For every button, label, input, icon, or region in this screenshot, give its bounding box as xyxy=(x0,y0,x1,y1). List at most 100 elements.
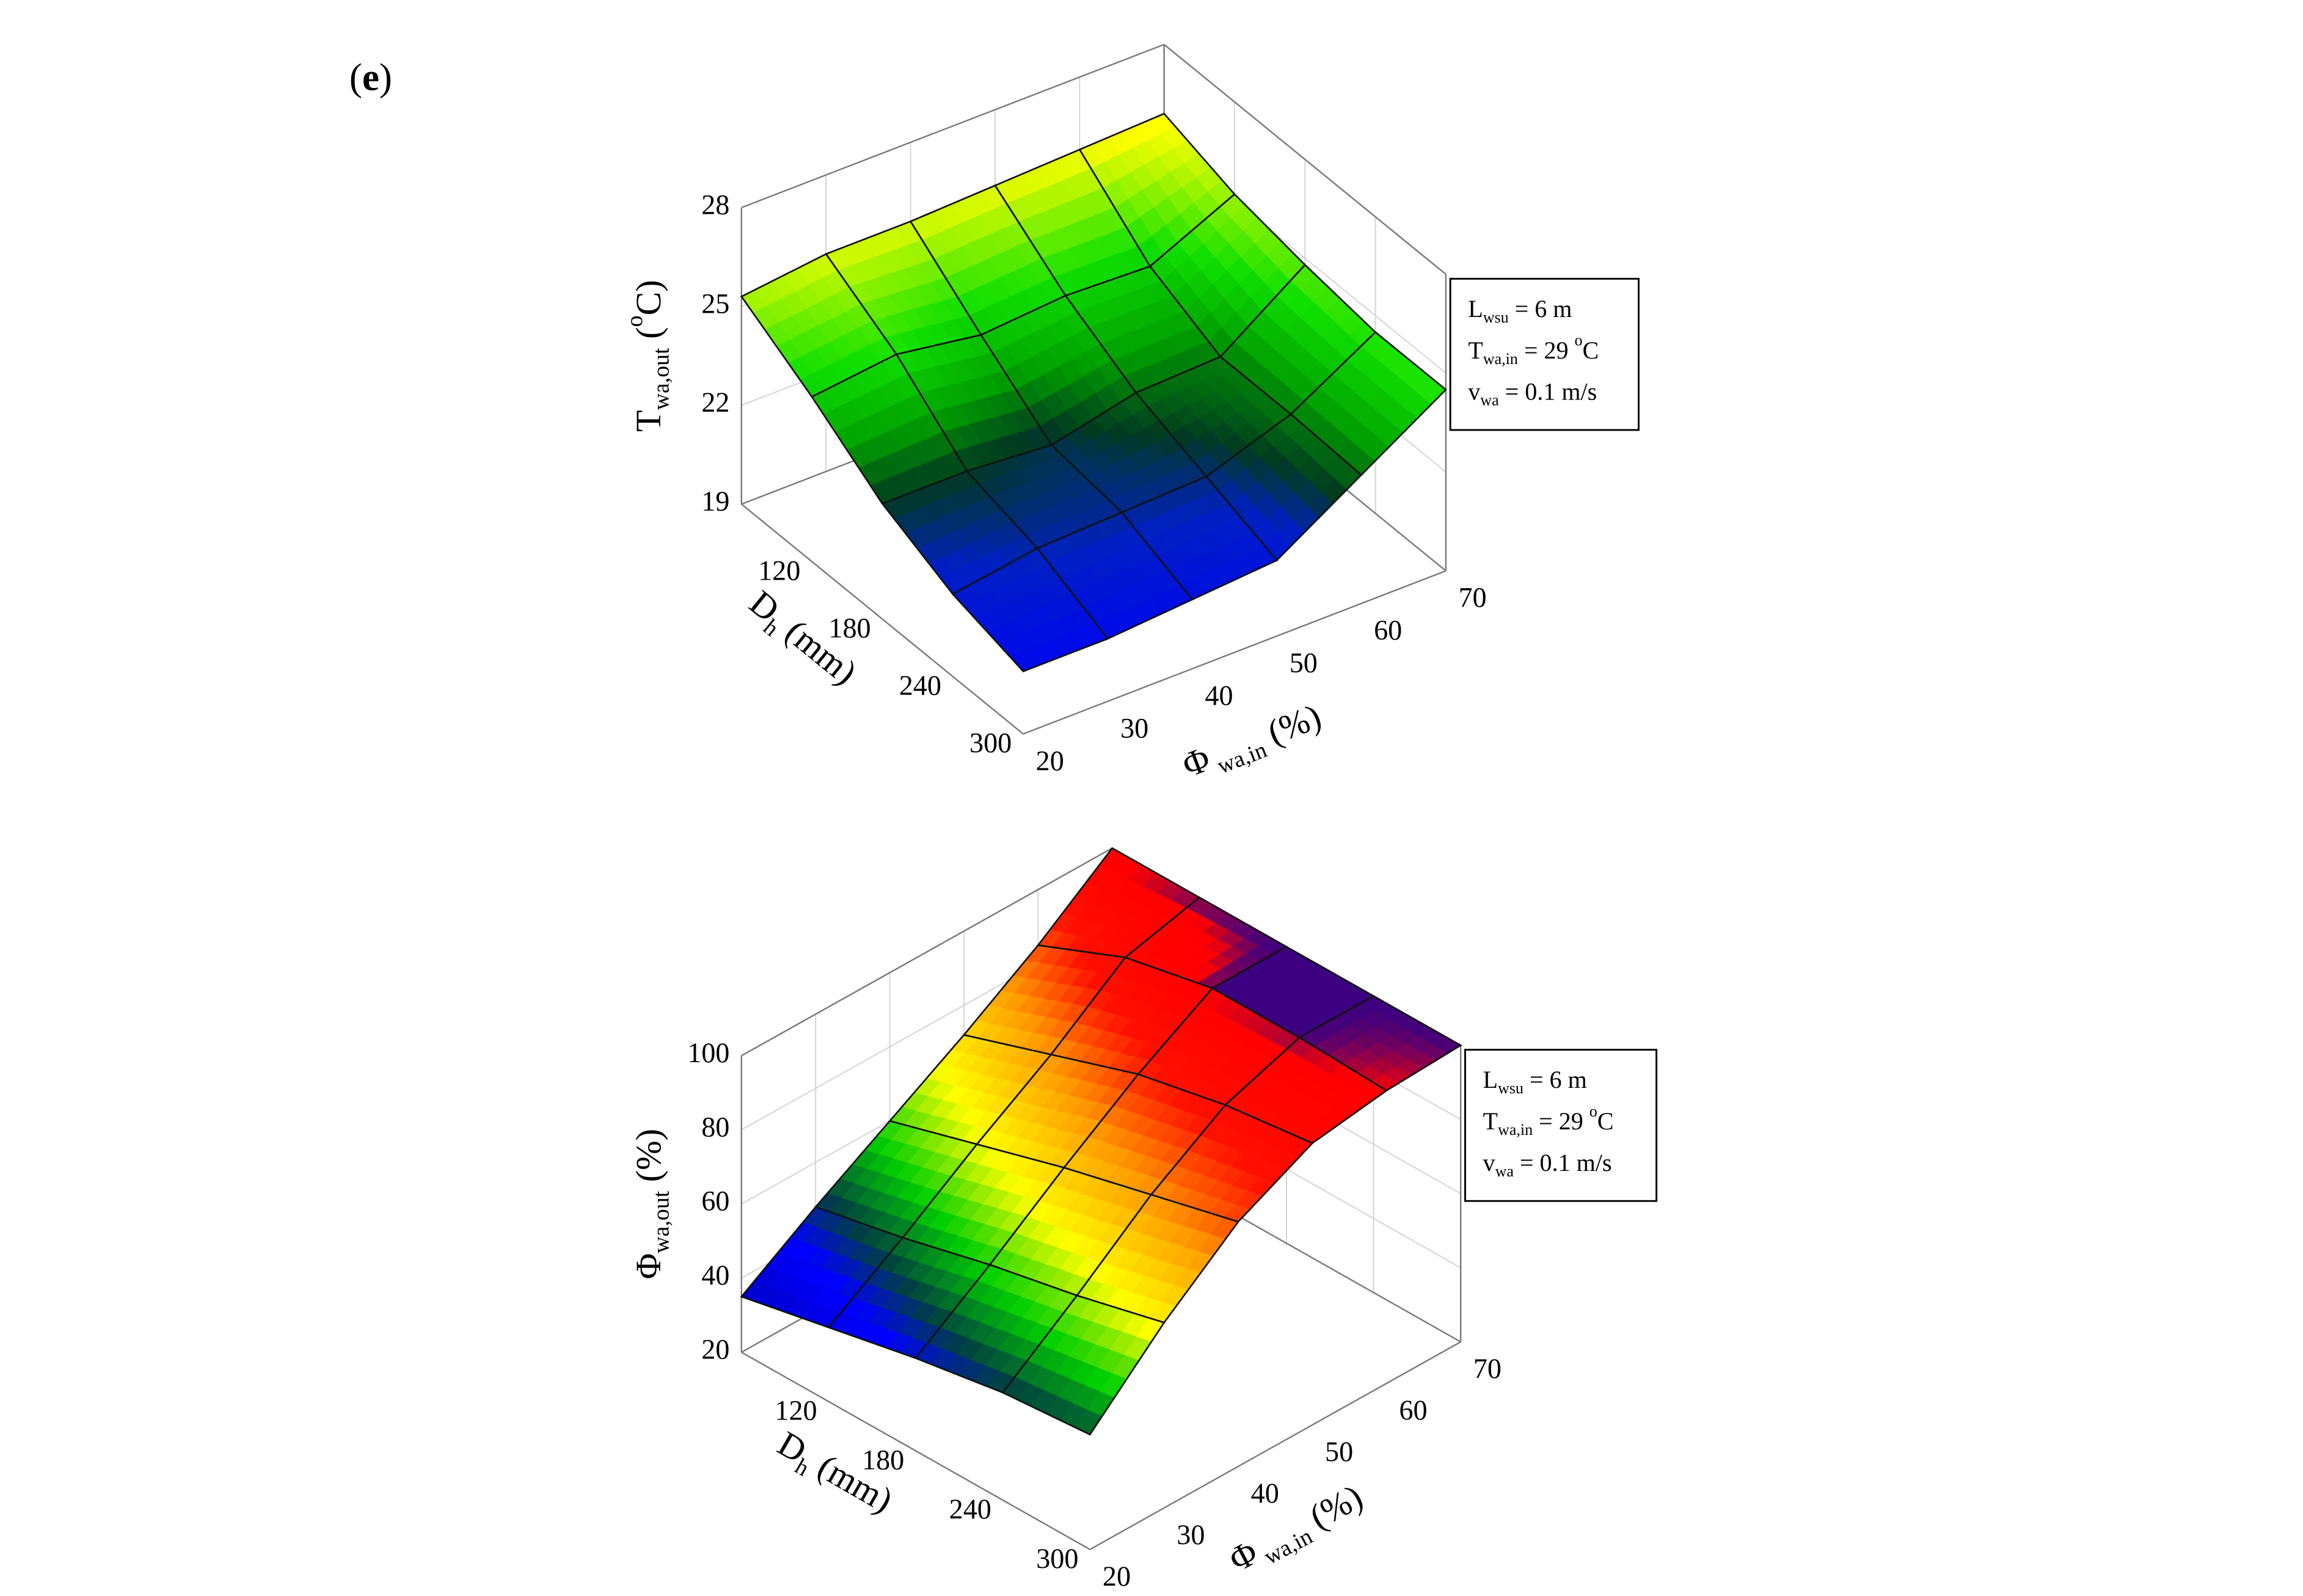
surface-cell xyxy=(1035,511,1194,640)
surface-cell xyxy=(1049,392,1208,514)
surface-cell xyxy=(901,1143,1066,1266)
annotation-line-part: C xyxy=(1583,337,1599,364)
chart: 19 22 25 28 20 30 40 50 60 70 120 180 240 300 Twa,out … xyxy=(622,43,1640,790)
cell-edge xyxy=(1001,1294,1166,1436)
panel-label-part: ) xyxy=(379,56,392,99)
y-tick-label: 30 xyxy=(1120,712,1148,743)
surface-cell xyxy=(888,1033,1053,1145)
annotation-line-part: wa,in xyxy=(1483,350,1518,368)
y-tick-label: 20 xyxy=(1036,745,1064,776)
y-tick-label: 70 xyxy=(1473,1353,1502,1384)
surface-cell xyxy=(895,333,1053,472)
annotation-line-part: o xyxy=(1574,332,1582,349)
annotation-line-part: = 6 m xyxy=(1524,1066,1587,1093)
surface-cell xyxy=(993,148,1152,297)
y-axis-label-part: (%) xyxy=(1254,696,1326,756)
y-tick-label: 70 xyxy=(1459,582,1487,613)
annotation-line-part: v xyxy=(1483,1149,1496,1176)
surface-cell xyxy=(1224,1037,1389,1145)
surface-cell xyxy=(914,1264,1079,1394)
annotation-line-part: = 6 m xyxy=(1509,295,1572,322)
surface-cell xyxy=(740,1206,905,1328)
annotation-line-part: wa xyxy=(1480,392,1499,409)
box-edge xyxy=(1163,43,1447,275)
surface-cell xyxy=(740,253,898,398)
surface-cell xyxy=(1075,1193,1240,1324)
x-tick-label: 180 xyxy=(862,1444,904,1475)
annotation-line-part: T xyxy=(1468,337,1483,364)
annotation-line-part: C xyxy=(1597,1107,1614,1135)
cell-edge xyxy=(951,547,1109,672)
z-axis-label-part: ( xyxy=(629,327,669,348)
z-axis-label-part: (%) xyxy=(629,1129,669,1191)
z-axis-label-part: C) xyxy=(629,280,669,315)
annotation-box xyxy=(1449,277,1640,431)
box-edge xyxy=(741,503,1024,735)
x-axis-label: Dh (mm) xyxy=(768,1424,899,1525)
y-tick-label: 50 xyxy=(1325,1436,1353,1467)
annotation-line-part: L xyxy=(1483,1066,1498,1093)
panel-label-part: ( xyxy=(349,56,362,99)
y-tick-label: 60 xyxy=(1374,614,1402,646)
surface-cell xyxy=(1134,355,1293,478)
z-tick-label: 25 xyxy=(701,288,729,319)
surface-cell xyxy=(1064,265,1222,394)
surface-cell xyxy=(1001,1294,1166,1436)
surface-cell xyxy=(1049,956,1214,1076)
z-axis-label-part: wa,out xyxy=(648,348,674,410)
surface-cell xyxy=(825,220,982,355)
chart: 20 40 60 80 100 20 30 40 50 60 70 120 180 240 300 Φwa,o… xyxy=(629,847,1658,1592)
z-tick-label: 60 xyxy=(701,1186,729,1217)
box-edge xyxy=(741,1351,1090,1550)
annotation-line-part: wa xyxy=(1495,1162,1514,1180)
surface-cell xyxy=(1120,475,1279,601)
box-edge xyxy=(741,43,1165,208)
surface-cell xyxy=(1290,331,1447,476)
y-tick-label: 40 xyxy=(1205,680,1233,711)
surface-cell xyxy=(951,547,1109,672)
z-axis-label-part: wa,out xyxy=(648,1190,674,1253)
y-axis-label-part: wa,in xyxy=(1208,737,1270,781)
box-edge xyxy=(741,847,1113,1057)
annotation-line: Twa,in = 29 oC xyxy=(1468,332,1599,368)
panel-label: (e) xyxy=(349,56,392,99)
surface-cell xyxy=(1205,413,1363,562)
surface-cell xyxy=(1150,1104,1314,1223)
x-tick-label: 120 xyxy=(758,555,800,586)
surface-cell xyxy=(1219,263,1377,415)
box-edge xyxy=(1089,1341,1461,1550)
x-tick-label: 300 xyxy=(1036,1543,1078,1574)
annotation-line-part: = 0.1 m/s xyxy=(1514,1149,1612,1176)
surface-cell xyxy=(909,184,1067,336)
x-tick-label: 300 xyxy=(969,727,1012,759)
y-tick-label: 40 xyxy=(1251,1478,1279,1509)
y-tick-label: 60 xyxy=(1399,1394,1427,1426)
annotation-line-part: v xyxy=(1468,378,1481,406)
annotation-line: vwa = 0.1 m/s xyxy=(1468,378,1597,409)
annotation-line-part: = 29 xyxy=(1518,337,1575,364)
y-tick-label: 20 xyxy=(1103,1561,1131,1592)
annotation-line-part: = 0.1 m/s xyxy=(1499,378,1597,406)
box-edge xyxy=(1023,570,1447,735)
surface-cell xyxy=(979,294,1137,446)
z-tick-label: 28 xyxy=(701,189,729,220)
x-tick-label: 180 xyxy=(828,612,870,643)
z-tick-label: 80 xyxy=(701,1111,729,1142)
z-axis-label: Φwa,out (%) xyxy=(629,1129,674,1279)
annotation-line-part: wsu xyxy=(1498,1079,1524,1097)
annotation-line: Lwsu = 6 m xyxy=(1483,1066,1587,1097)
annotation-box xyxy=(1464,1049,1658,1202)
surface-cell xyxy=(811,353,968,505)
z-axis-label-part: Φ xyxy=(629,1253,669,1280)
annotation-line-part: T xyxy=(1483,1107,1498,1135)
annotation-line: vwa = 0.1 m/s xyxy=(1483,1149,1612,1180)
surface-cell xyxy=(827,1236,991,1360)
y-axis-label: Φ wa,in (%) xyxy=(1177,696,1329,790)
surface-cell xyxy=(1297,995,1462,1092)
z-tick-label: 19 xyxy=(701,486,729,517)
y-tick-label: 30 xyxy=(1177,1519,1205,1550)
x-tick-label: 240 xyxy=(949,1493,991,1525)
annotation-line-part: wa,in xyxy=(1498,1121,1533,1139)
